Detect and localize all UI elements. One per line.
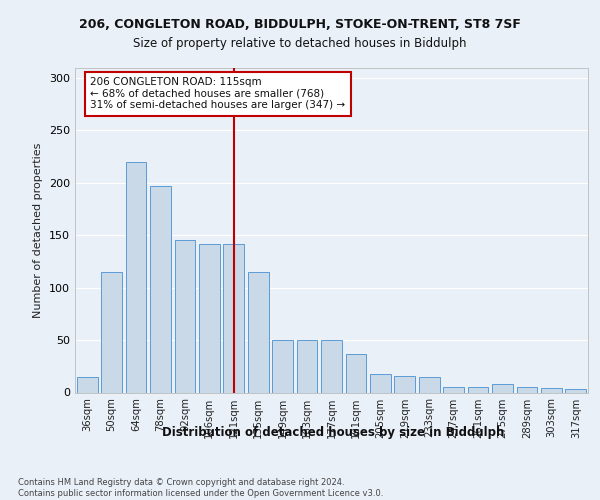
Bar <box>467 388 488 392</box>
Text: Distribution of detached houses by size in Biddulph: Distribution of detached houses by size … <box>162 426 504 439</box>
Bar <box>321 340 342 392</box>
Bar <box>175 240 196 392</box>
Bar <box>199 244 220 392</box>
Bar <box>125 162 146 392</box>
Bar <box>492 384 513 392</box>
Bar <box>101 272 122 392</box>
Bar <box>150 186 171 392</box>
Text: Contains HM Land Registry data © Crown copyright and database right 2024.
Contai: Contains HM Land Registry data © Crown c… <box>18 478 383 498</box>
Bar <box>517 388 538 392</box>
Text: 206 CONGLETON ROAD: 115sqm
← 68% of detached houses are smaller (768)
31% of sem: 206 CONGLETON ROAD: 115sqm ← 68% of deta… <box>91 77 346 110</box>
Bar <box>419 377 440 392</box>
Bar <box>541 388 562 392</box>
Bar <box>394 376 415 392</box>
Bar <box>370 374 391 392</box>
Bar <box>346 354 367 393</box>
Bar <box>565 390 586 392</box>
Bar <box>77 377 98 392</box>
Text: Size of property relative to detached houses in Biddulph: Size of property relative to detached ho… <box>133 38 467 51</box>
Y-axis label: Number of detached properties: Number of detached properties <box>34 142 43 318</box>
Bar <box>296 340 317 392</box>
Text: 206, CONGLETON ROAD, BIDDULPH, STOKE-ON-TRENT, ST8 7SF: 206, CONGLETON ROAD, BIDDULPH, STOKE-ON-… <box>79 18 521 30</box>
Bar <box>272 340 293 392</box>
Bar <box>443 388 464 392</box>
Bar <box>248 272 269 392</box>
Bar <box>223 244 244 392</box>
